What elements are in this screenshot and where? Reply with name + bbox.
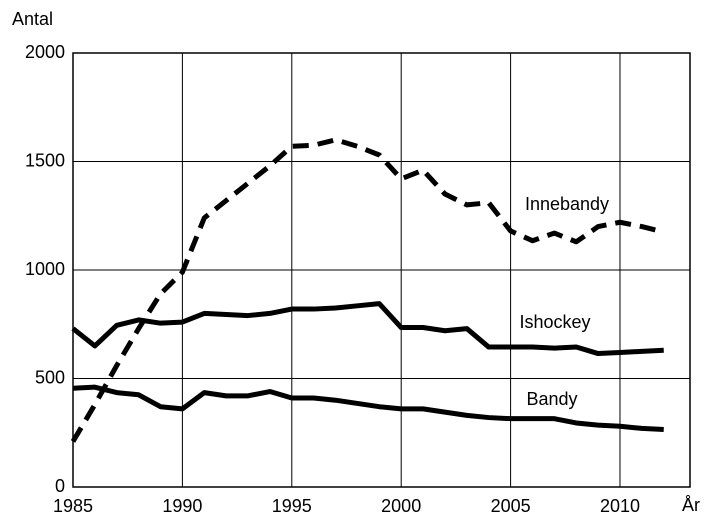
y-tick-label: 0 xyxy=(55,476,65,496)
series-line xyxy=(70,137,665,443)
x-tick-label: 2010 xyxy=(600,496,640,516)
plot-frame xyxy=(72,52,691,488)
y-tick-label: 1500 xyxy=(25,150,65,170)
x-tick-label: 2000 xyxy=(381,496,421,516)
x-tick-label: 1990 xyxy=(162,496,202,516)
series-label: Innebandy xyxy=(525,194,609,214)
series-label: Ishockey xyxy=(519,312,590,332)
x-tick-label: 1985 xyxy=(53,496,93,516)
y-tick-label: 1000 xyxy=(25,259,65,279)
x-tick-label: 1995 xyxy=(272,496,312,516)
x-axis-label: År xyxy=(682,495,700,515)
y-axis-label: Antal xyxy=(12,9,53,29)
series-line xyxy=(72,384,664,432)
series-label: Bandy xyxy=(526,389,577,409)
series-line xyxy=(71,301,664,357)
x-tick-label: 2005 xyxy=(491,496,531,516)
y-tick-label: 2000 xyxy=(25,42,65,62)
y-tick-label: 500 xyxy=(35,367,65,387)
